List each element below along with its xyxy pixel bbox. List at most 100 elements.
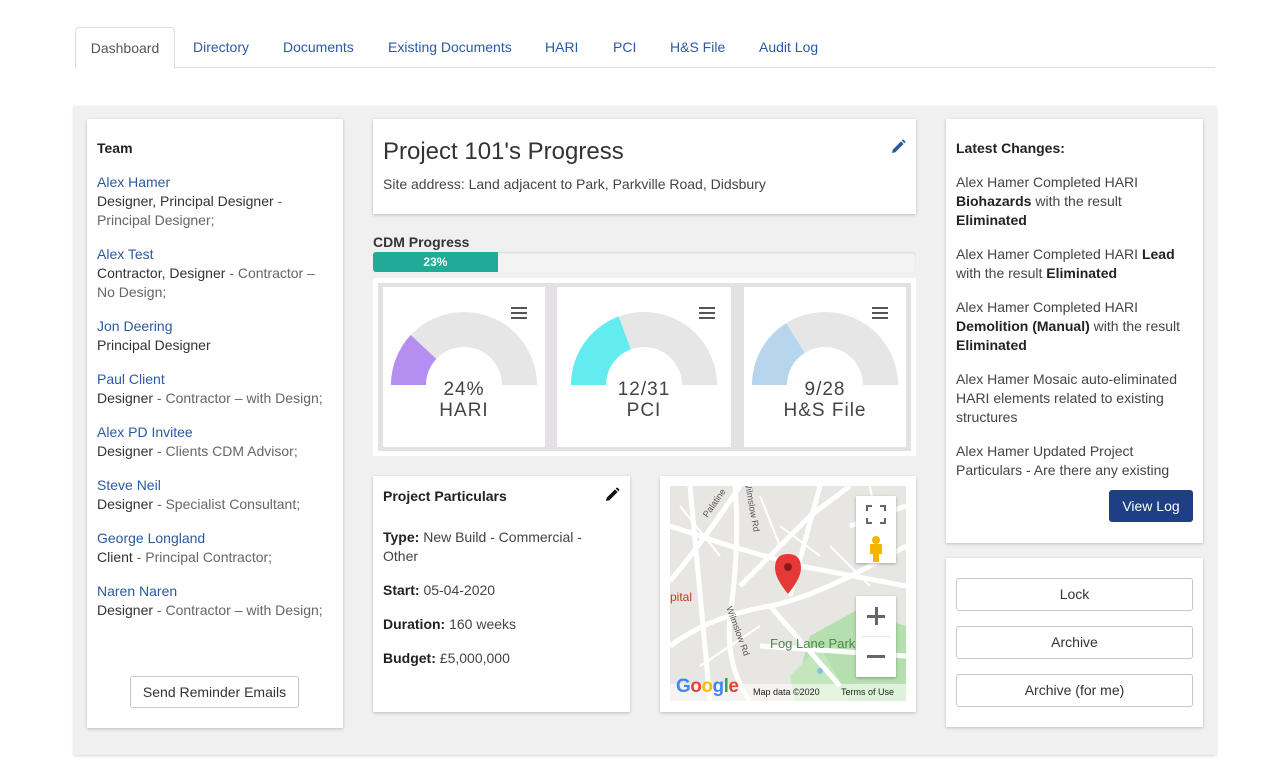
member-name-link[interactable]: Alex Hamer (97, 174, 171, 190)
change-bold: Eliminated (956, 337, 1027, 353)
member-sub: - Clients CDM Advisor; (153, 443, 298, 459)
latest-changes-panel: Latest Changes: Alex Hamer Completed HAR… (946, 119, 1203, 543)
map-data-credit: Map data ©2020 (753, 687, 820, 697)
cdm-progress-fill: 23% (373, 252, 498, 272)
member-sub: - Contractor – with Design; (153, 602, 323, 618)
site-map[interactable]: Palatine Wilmslow Rd Wilmslow Rd pital F… (670, 486, 906, 701)
change-bold: Lead (1141, 246, 1175, 262)
member-role: Client (97, 549, 133, 565)
change-text: Alex Hamer Completed HARI (956, 174, 1139, 190)
member-name-link[interactable]: Naren Naren (97, 583, 178, 599)
gauge-frame: 24% HARI 12/31 PCI 9/28 H&S File (378, 283, 911, 451)
archive-button[interactable]: Archive (956, 626, 1193, 659)
gauge-value-arc (752, 323, 805, 385)
team-member: Alex Test Contractor, Designer - Contrac… (97, 245, 333, 302)
zoom-out-button[interactable] (856, 637, 896, 677)
change-item: Alex Hamer Completed HARI Demolition (Ma… (956, 298, 1192, 355)
view-log-button[interactable]: View Log (1109, 490, 1193, 522)
tab-dashboard[interactable]: Dashboard (75, 27, 175, 69)
menu-icon[interactable] (699, 307, 715, 321)
tab-existing-documents[interactable]: Existing Documents (388, 39, 512, 55)
member-role: Designer (97, 496, 154, 512)
edit-pencil-icon[interactable] (604, 487, 620, 503)
team-member: Steve Neil Designer - Specialist Consult… (97, 476, 333, 514)
member-sub: - Principal Contractor; (132, 549, 273, 565)
tab-hs-file[interactable]: H&S File (670, 39, 726, 55)
change-item: Alex Hamer Mosaic auto-eliminated HARI e… (956, 370, 1192, 427)
site-address: Site address: Land adjacent to Park, Par… (383, 176, 766, 192)
gauge-value: 9/28 (804, 379, 846, 400)
member-role: Designer (97, 602, 154, 618)
lock-button[interactable]: Lock (956, 578, 1193, 611)
latest-changes-title: Latest Changes: (956, 140, 1065, 156)
send-reminder-emails-button[interactable]: Send Reminder Emails (130, 676, 299, 708)
member-role: Designer, Principal Designer (97, 193, 274, 209)
gauge-name: PCI (626, 400, 662, 421)
tab-documents[interactable]: Documents (283, 39, 354, 55)
zoom-controls (856, 596, 896, 677)
member-sub: - Specialist Consultant; (153, 496, 301, 512)
team-member: Alex PD Invitee Designer - Clients CDM A… (97, 423, 333, 461)
change-bold: Demolition (Manual) (956, 318, 1090, 334)
field-label: Start: (383, 582, 420, 598)
gauge-section: 24% HARI 12/31 PCI 9/28 H&S File (373, 278, 916, 456)
member-sub: - (273, 193, 283, 209)
pci-gauge: 12/31 PCI (557, 287, 731, 447)
particular-start: Start: 05-04-2020 (383, 581, 603, 600)
change-text: with the result (1031, 193, 1122, 209)
change-bold: Eliminated (956, 212, 1027, 228)
menu-icon[interactable] (511, 307, 527, 321)
terms-of-use-link[interactable]: Terms of Use (841, 687, 895, 697)
tab-audit-log[interactable]: Audit Log (759, 39, 819, 55)
change-text: Alex Hamer Updated Project Particulars -… (956, 443, 1170, 478)
project-particulars-panel: Project Particulars Type: New Build - Co… (373, 476, 630, 712)
member-name-link[interactable]: Alex Test (97, 246, 154, 262)
particular-type: Type: New Build - Commercial - Other (383, 528, 603, 566)
team-member: Alex Hamer Designer, Principal Designer … (97, 173, 333, 230)
tab-pci[interactable]: PCI (613, 39, 637, 55)
member-sub: No Design; (97, 284, 167, 300)
field-label: Duration: (383, 616, 446, 632)
tab-bar: Dashboard Directory Documents Existing D… (75, 27, 1215, 69)
edit-pencil-icon[interactable] (890, 139, 906, 155)
project-actions-panel: Lock Archive Archive (for me) (946, 558, 1203, 727)
member-role: Contractor, Designer (97, 265, 226, 281)
team-member: Jon Deering Principal Designer (97, 317, 333, 355)
member-name-link[interactable]: Jon Deering (97, 318, 173, 334)
gauge-value-arc (571, 316, 631, 385)
change-text: Alex Hamer Completed HARI (956, 299, 1139, 315)
member-name-link[interactable]: Paul Client (97, 371, 165, 387)
team-member: Naren Naren Designer - Contractor – with… (97, 582, 333, 620)
change-item: Alex Hamer Updated Project Particulars -… (956, 442, 1192, 480)
team-member: Paul Client Designer - Contractor – with… (97, 370, 333, 408)
member-name-link[interactable]: George Longland (97, 530, 206, 546)
particulars-title: Project Particulars (383, 488, 507, 504)
change-text: with the result (1089, 318, 1181, 334)
fullscreen-icon[interactable] (856, 496, 896, 563)
field-value: 05-04-2020 (419, 582, 496, 598)
page-title: Project 101's Progress (383, 138, 624, 165)
member-name-link[interactable]: Steve Neil (97, 477, 161, 493)
field-label: Type: (383, 529, 420, 545)
member-sub: Principal Designer; (97, 212, 215, 228)
gauge-value: 24% (443, 379, 485, 400)
zoom-in-button[interactable] (856, 596, 896, 636)
member-name-link[interactable]: Alex PD Invitee (97, 424, 193, 440)
menu-icon[interactable] (872, 307, 888, 321)
tab-hari[interactable]: HARI (545, 39, 579, 55)
team-panel: Team Alex Hamer Designer, Principal Desi… (87, 119, 343, 728)
team-member: George Longland Client - Principal Contr… (97, 529, 333, 567)
change-bold: Eliminated (1046, 265, 1118, 281)
hs-file-gauge-chart (752, 312, 898, 385)
gauge-value: 12/31 (617, 379, 671, 400)
project-progress-panel: Project 101's Progress Site address: Lan… (373, 119, 916, 214)
google-logo-text: Google (676, 676, 739, 697)
change-item: Alex Hamer Completed HARI Lead with the … (956, 245, 1192, 283)
field-value: New Build - Commercial - Other (383, 529, 582, 564)
field-value: £5,000,000 (435, 650, 510, 666)
hari-gauge: 24% HARI (383, 287, 545, 447)
tab-directory[interactable]: Directory (193, 39, 250, 55)
cdm-progress-bar: 23% (373, 252, 916, 272)
archive-for-me-button[interactable]: Archive (for me) (956, 674, 1193, 707)
field-value: 160 weeks (445, 616, 517, 632)
